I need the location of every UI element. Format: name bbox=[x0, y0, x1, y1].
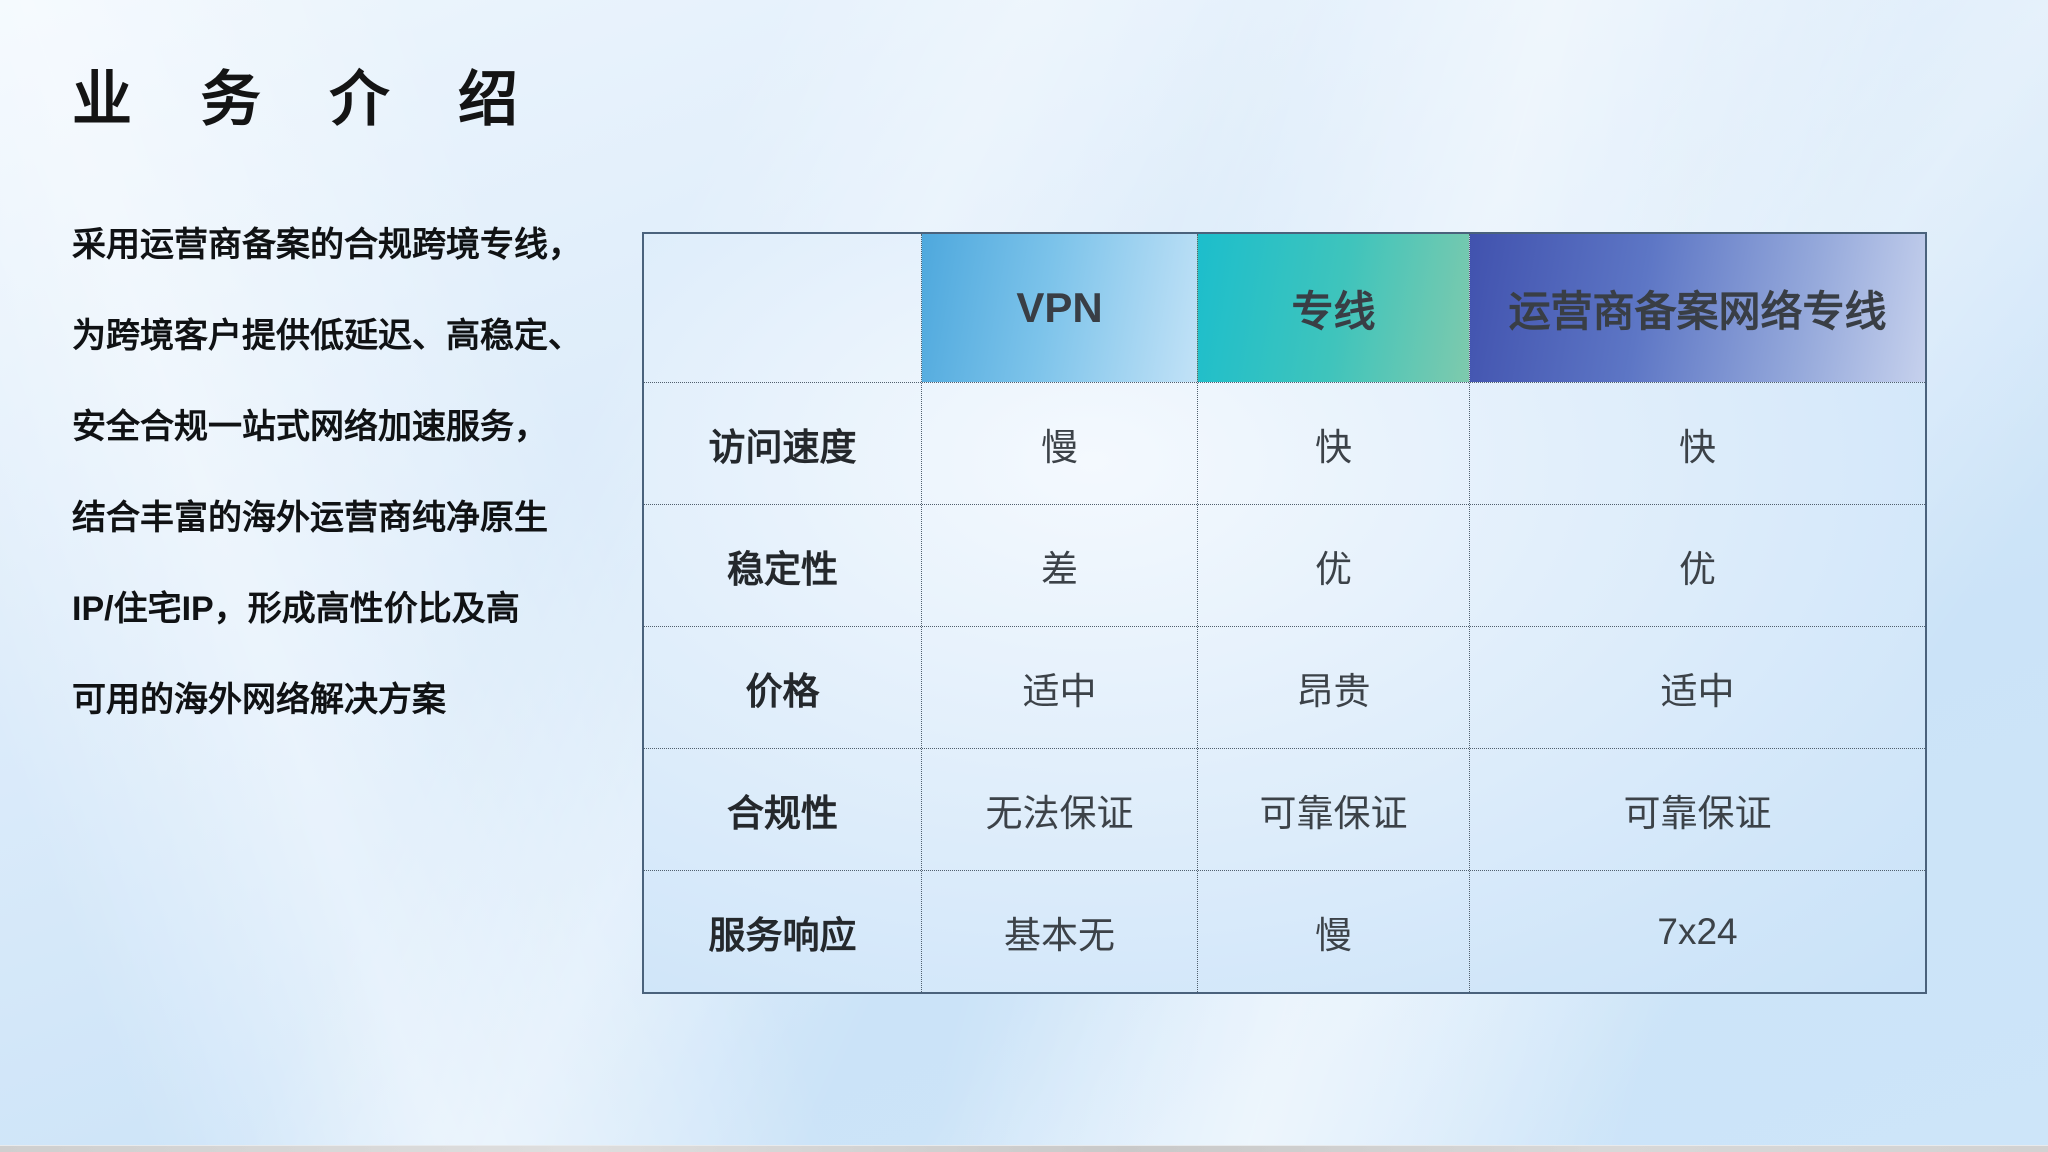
intro-line: 可用的海外网络解决方案 bbox=[72, 681, 446, 719]
row-label: 合规性 bbox=[727, 792, 838, 834]
intro-line: 安全合规一站式网络加速服务， bbox=[72, 408, 548, 446]
row-label: 稳定性 bbox=[727, 548, 838, 590]
cell-value: 适中 bbox=[1469, 627, 1925, 748]
intro-line: 采用运营商备案的合规跨境专线， bbox=[72, 226, 582, 264]
cell-value: 可靠保证 bbox=[1197, 749, 1469, 870]
bottom-edge-strip bbox=[0, 1145, 2048, 1152]
row-label: 访问速度 bbox=[708, 426, 857, 468]
cell-value: 快 bbox=[1469, 383, 1925, 504]
intro-paragraph: 采用运营商备案的合规跨境专线， 为跨境客户提供低延迟、高稳定、 安全合规一站式网… bbox=[72, 200, 632, 746]
intro-line: 为跨境客户提供低延迟、高稳定、 bbox=[72, 317, 582, 355]
cell-value: 差 bbox=[921, 505, 1197, 626]
table-header-row: VPN 专线 运营商备案网络专线 bbox=[644, 234, 1925, 382]
header-cell-vpn: VPN bbox=[921, 234, 1197, 382]
cell-value: 7x24 bbox=[1469, 871, 1925, 992]
cell-value: 无法保证 bbox=[921, 749, 1197, 870]
table-row-stability: 稳定性 差 优 优 bbox=[644, 504, 1925, 626]
cell-value: 可靠保证 bbox=[1469, 749, 1925, 870]
header-cell-carrier-registered-line: 运营商备案网络专线 bbox=[1469, 234, 1925, 382]
header-cell-dedicated-line: 专线 bbox=[1197, 234, 1469, 382]
table-row-service-response: 服务响应 基本无 慢 7x24 bbox=[644, 870, 1925, 992]
page-title: 业 务 介 绍 bbox=[72, 66, 545, 133]
row-label: 服务响应 bbox=[708, 914, 857, 956]
cell-value: 慢 bbox=[921, 383, 1197, 504]
cell-value: 适中 bbox=[921, 627, 1197, 748]
comparison-table: VPN 专线 运营商备案网络专线 访问速度 慢 快 快 稳定性 差 优 优 价格… bbox=[642, 232, 1927, 994]
cell-value: 基本无 bbox=[921, 871, 1197, 992]
table-row-price: 价格 适中 昂贵 适中 bbox=[644, 626, 1925, 748]
table-row-access-speed: 访问速度 慢 快 快 bbox=[644, 382, 1925, 504]
cell-value: 快 bbox=[1197, 383, 1469, 504]
cell-value: 优 bbox=[1197, 505, 1469, 626]
intro-line: IP/住宅IP，形成高性价比及高 bbox=[72, 590, 520, 628]
header-cell-blank bbox=[644, 234, 921, 382]
cell-value: 优 bbox=[1469, 505, 1925, 626]
row-label: 价格 bbox=[745, 670, 820, 712]
table-row-compliance: 合规性 无法保证 可靠保证 可靠保证 bbox=[644, 748, 1925, 870]
cell-value: 昂贵 bbox=[1197, 627, 1469, 748]
intro-line: 结合丰富的海外运营商纯净原生 bbox=[72, 499, 548, 537]
cell-value: 慢 bbox=[1197, 871, 1469, 992]
